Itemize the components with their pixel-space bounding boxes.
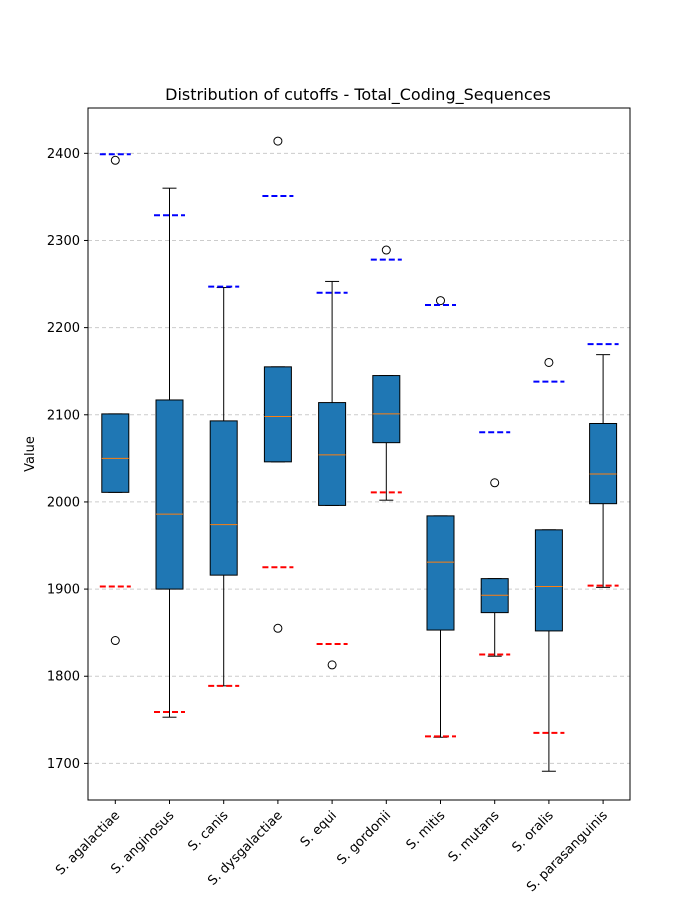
x-tick-label: S. mutans	[446, 808, 503, 865]
y-axis-label: Value	[23, 436, 38, 472]
y-tick-label: 1700	[47, 757, 80, 772]
x-tick-label: S. canis	[185, 808, 231, 854]
box	[263, 366, 292, 463]
x-tick-label: S. gordonii	[334, 808, 394, 868]
y-tick-label: 1800	[47, 670, 80, 685]
box-group	[479, 431, 511, 657]
outlier-point	[327, 660, 337, 670]
box	[372, 375, 401, 444]
box	[155, 399, 184, 590]
box-group	[262, 136, 294, 633]
outlier-point	[544, 357, 554, 367]
outlier-point	[436, 296, 445, 306]
box	[589, 422, 618, 505]
box-group	[370, 245, 402, 501]
y-tick-label: 1900	[47, 583, 80, 598]
box	[534, 529, 563, 632]
y-tick-label: 2100	[47, 408, 80, 423]
y-tick-label: 2300	[47, 234, 80, 249]
box-group	[154, 187, 185, 718]
y-tick-label: 2200	[47, 321, 80, 336]
outlier-point	[110, 636, 120, 646]
plot-frame	[87, 107, 631, 801]
outlier-point	[273, 136, 283, 146]
box	[101, 413, 130, 493]
x-tick-label: S. equi	[298, 808, 340, 850]
box-group	[533, 357, 565, 772]
box-group	[208, 285, 240, 687]
box-group	[316, 280, 348, 670]
plot-area	[99, 136, 619, 772]
y-tick-label: 2400	[47, 147, 80, 162]
box-group	[99, 153, 131, 646]
outlier-point	[273, 623, 283, 633]
box	[318, 402, 347, 506]
outlier-point	[381, 245, 391, 255]
outlier-point	[110, 155, 120, 165]
chart-title: Distribution of cutoffs - Total_Coding_S…	[165, 85, 551, 105]
x-tick-label: S. oralis	[510, 808, 557, 855]
box-group	[587, 343, 619, 588]
y-tick-label: 2000	[47, 495, 80, 510]
outlier-point	[490, 478, 500, 488]
box-group	[425, 296, 456, 738]
x-tick-label: S. mitis	[404, 808, 449, 853]
box	[209, 420, 238, 576]
box	[426, 515, 455, 631]
